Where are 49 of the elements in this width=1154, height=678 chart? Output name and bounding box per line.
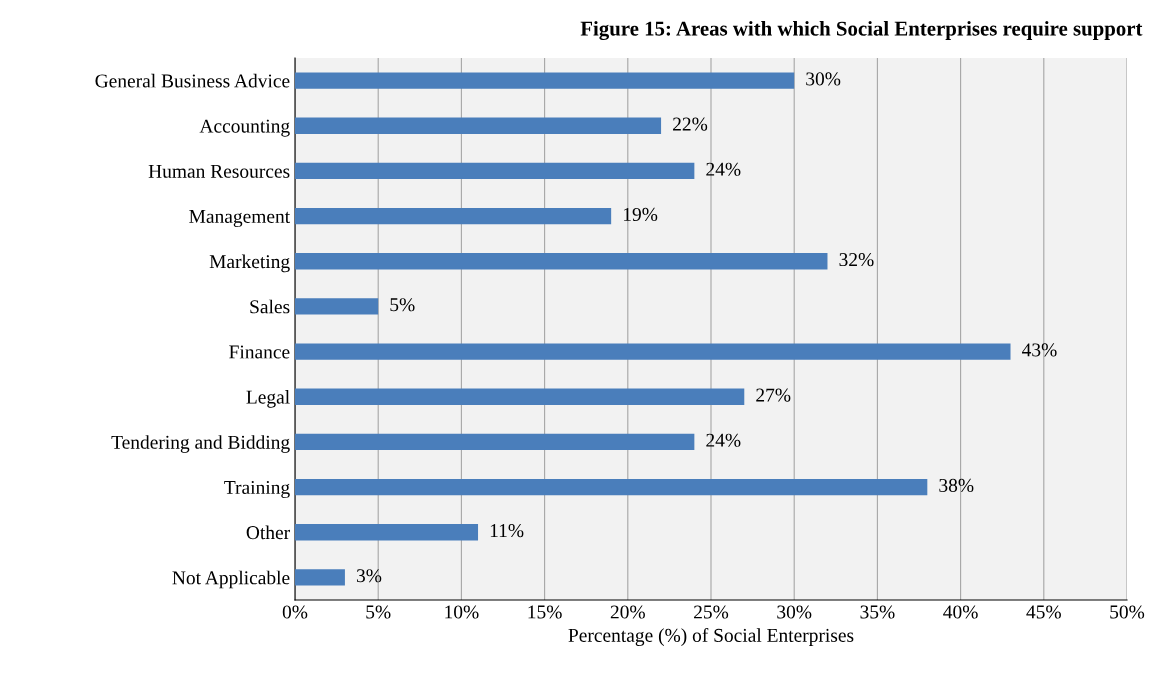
data-label: 19% [623, 207, 658, 222]
bar [295, 298, 379, 315]
x-tick-label: 0% [282, 605, 308, 619]
x-axis-title: Percentage (%) of Social Enterprises [568, 628, 854, 646]
x-tick-label: 50% [1110, 605, 1145, 619]
x-tick-label: 45% [1026, 605, 1061, 619]
data-label: 27% [756, 388, 791, 402]
bar [295, 343, 1011, 360]
bar [295, 524, 479, 541]
x-tick-label: 35% [860, 605, 895, 619]
x-tick-label: 15% [528, 605, 562, 619]
x-tick-label: 30% [777, 605, 812, 619]
x-tick-label: 20% [610, 605, 645, 619]
y-tick-label: Finance [229, 345, 290, 359]
y-tick-label: Sales [250, 299, 290, 314]
bar [295, 433, 695, 451]
data-label: 3% [356, 569, 382, 583]
bar [295, 388, 745, 405]
x-tick-label: 5% [366, 605, 391, 619]
bar [295, 72, 795, 89]
bar [295, 253, 828, 270]
y-tick-label: Not Applicable [172, 570, 290, 589]
bar [295, 478, 928, 496]
chart-title: Figure 15: Areas with which Social Enterprises require support [580, 20, 1143, 41]
x-tick-label: 40% [943, 605, 978, 619]
data-label: 24% [706, 162, 741, 176]
x-tick-label: 10% [445, 605, 479, 619]
y-tick-label: Legal [246, 390, 290, 408]
data-label: 32% [839, 253, 874, 267]
bar [295, 569, 345, 586]
bar [295, 207, 612, 225]
bar [295, 162, 695, 180]
data-label: 38% [939, 478, 974, 493]
y-tick-label: Other [246, 525, 290, 540]
y-tick-label: Tendering and Bidding [111, 435, 290, 453]
data-label: 5% [390, 298, 415, 312]
data-label: 22% [673, 117, 708, 131]
y-tick-label: Management [189, 210, 291, 227]
y-tick-label: Accounting [199, 119, 290, 137]
y-tick-label: General Business Advice [95, 73, 290, 88]
y-tick-label: Marketing [209, 254, 290, 273]
y-tick-label: Human Resources [148, 164, 290, 178]
y-tick-label: Training [224, 480, 290, 498]
x-tick-label: 25% [694, 605, 729, 619]
data-label: 43% [1022, 343, 1057, 357]
data-label: 24% [706, 433, 741, 447]
data-label: 30% [806, 72, 841, 86]
bar [295, 117, 662, 134]
data-label: 11% [490, 524, 524, 538]
